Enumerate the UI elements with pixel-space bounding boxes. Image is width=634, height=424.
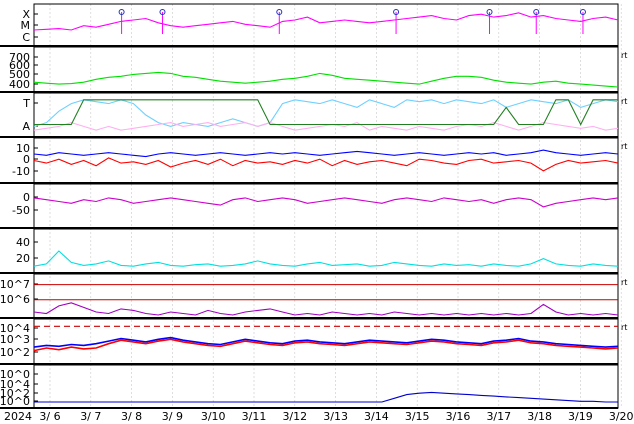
series-line-imf-sector-2 <box>34 99 618 126</box>
series-line-neutron-counts-0 <box>34 391 618 403</box>
x-tick-label: 3/11 <box>242 410 267 423</box>
y-tick-label: X <box>22 8 30 21</box>
y-tick-label: 600 <box>9 59 30 72</box>
right-mark: rt <box>621 97 627 106</box>
panel-frame-dst-index <box>33 183 619 229</box>
series-line-proton-flux-0 <box>33 336 619 348</box>
y-tick-label: -10 <box>12 165 30 178</box>
x-start-label: 2024 <box>4 410 32 423</box>
y-tick-label: 10 <box>16 142 30 155</box>
flare-event-marker <box>118 9 125 15</box>
y-tick-label: 10^7 <box>0 278 30 291</box>
y-tick-label: 10^0 <box>0 395 30 408</box>
flare-event-marker <box>393 9 400 15</box>
x-tick-label: 3/ 7 <box>80 410 101 423</box>
x-tick-label: 3/16 <box>446 410 471 423</box>
y-tick-label: 0 <box>23 153 30 166</box>
y-tick-label: T <box>22 97 30 110</box>
series-line-proton-flux-1 <box>33 338 619 352</box>
y-tick-label: 10^2 <box>0 387 30 400</box>
x-tick-label: 3/10 <box>201 410 226 423</box>
x-tick-label: 3/ 8 <box>121 410 142 423</box>
y-tick-label: -50 <box>12 204 30 217</box>
y-tick-label: 10^0 <box>0 368 30 381</box>
series-line-imf-sector-1 <box>33 122 619 131</box>
y-tick-label: 10^3 <box>0 333 30 346</box>
x-tick-label: 3/19 <box>568 410 593 423</box>
y-tick-label: M <box>21 19 31 32</box>
flare-event-marker <box>159 9 166 15</box>
series-line-imf-sector-0 <box>33 99 619 127</box>
flare-event-marker <box>276 9 283 15</box>
y-tick-label: 700 <box>9 51 30 64</box>
series-line-electron-flux-0 <box>33 302 619 316</box>
flare-event-marker <box>579 9 586 15</box>
series-line-imf-bz-1 <box>33 157 619 172</box>
x-tick-label: 3/15 <box>405 410 430 423</box>
x-tick-label: 3/13 <box>323 410 348 423</box>
x-tick-label: 3/20 <box>609 410 634 423</box>
y-tick-label: 500 <box>9 68 30 81</box>
panel-frame-electron-flux <box>33 273 619 319</box>
y-tick-label: 10^6 <box>0 293 30 306</box>
x-tick-label: 3/12 <box>282 410 307 423</box>
y-tick-label: 400 <box>9 78 30 91</box>
y-tick-label: A <box>22 120 30 133</box>
panel-frame-kp-index <box>33 228 619 274</box>
flare-event-marker <box>486 9 493 15</box>
right-mark: rt <box>621 51 627 60</box>
flare-event-marker <box>533 9 540 15</box>
panel-frame-imf-bz <box>33 137 619 184</box>
x-tick-label: 3/18 <box>527 410 552 423</box>
series-line-imf-bz-0 <box>33 149 619 158</box>
y-tick-label: 40 <box>16 236 30 249</box>
x-tick-label: 3/17 <box>486 410 511 423</box>
right-mark: rt <box>621 323 627 332</box>
y-tick-label: C <box>22 31 30 44</box>
right-mark: rt <box>621 142 627 151</box>
x-tick-label: 3/ 6 <box>39 410 60 423</box>
series-line-kp-index-0 <box>33 250 619 267</box>
right-mark: rt <box>621 278 627 287</box>
y-tick-label: 10^4 <box>0 322 30 335</box>
y-tick-label: 0 <box>23 191 30 204</box>
series-line-flare-class-0 <box>33 12 619 31</box>
y-tick-label: 20 <box>16 252 30 265</box>
y-tick-label: 10^2 <box>0 346 30 359</box>
x-tick-label: 3/ 9 <box>162 410 183 423</box>
y-tick-label: 10^4 <box>0 378 30 391</box>
panel-frame-solar-wind-speed <box>33 46 619 93</box>
series-line-solar-wind-speed-0 <box>33 71 619 88</box>
x-tick-label: 3/14 <box>364 410 389 423</box>
series-line-dst-index-0 <box>33 197 619 208</box>
